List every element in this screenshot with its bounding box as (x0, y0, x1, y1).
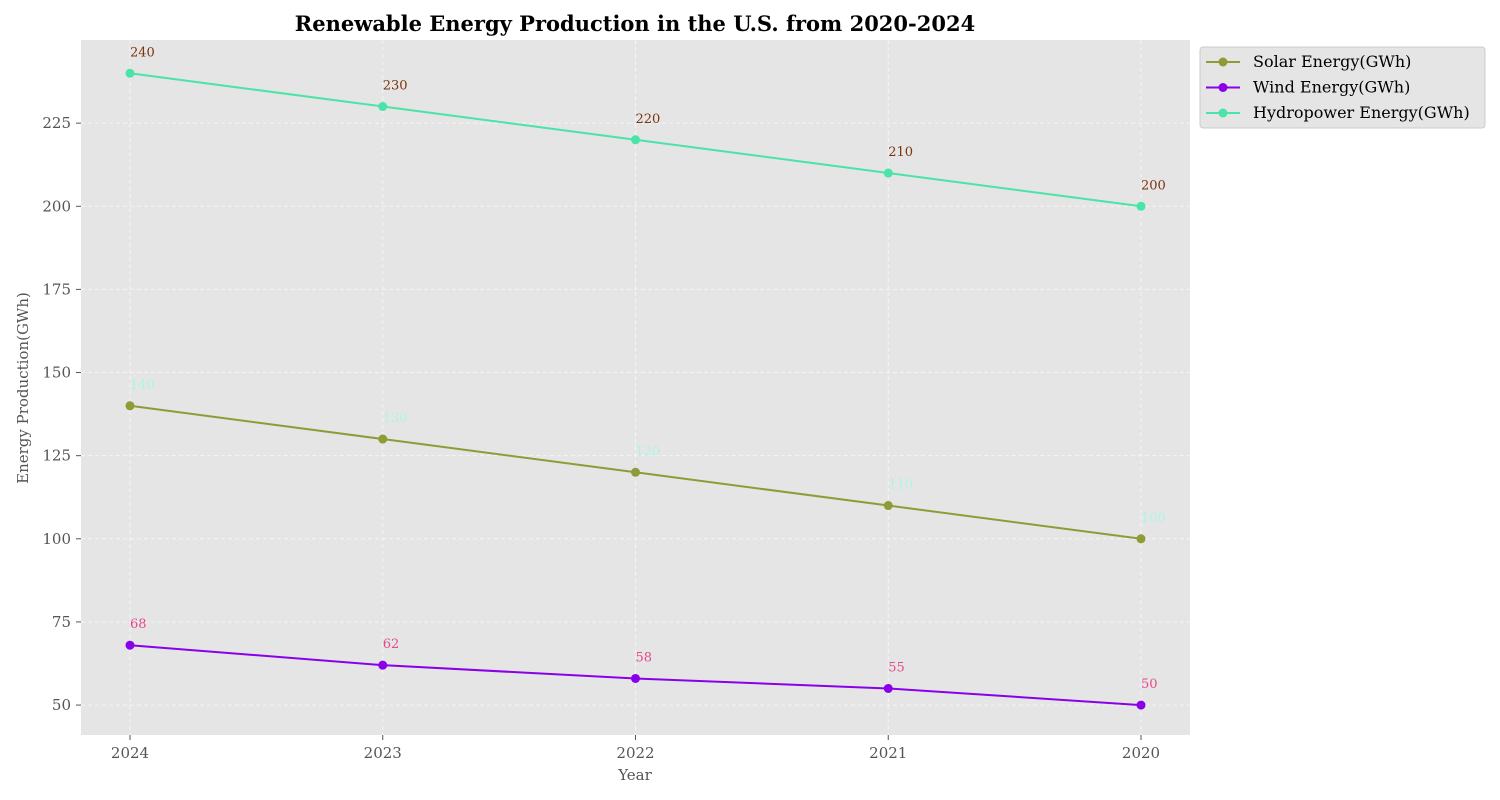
y-tick-label: 125 (42, 447, 71, 465)
data-point (378, 660, 388, 670)
data-label: 62 (383, 637, 400, 652)
data-point (1136, 700, 1146, 710)
legend-label: Solar Energy(GWh) (1253, 52, 1411, 71)
data-label: 50 (1141, 677, 1158, 692)
x-axis-title: Year (617, 766, 652, 784)
y-tick-label: 225 (42, 114, 71, 132)
x-tick-label: 2023 (364, 744, 402, 762)
y-tick-label: 100 (42, 530, 71, 548)
data-point (125, 68, 135, 78)
grid (81, 40, 1190, 735)
axes: 50 75 100 125 150 175 200 225 2024 2023 2022 2021 20… (42, 114, 1160, 762)
y-tick-label: 50 (52, 696, 71, 714)
y-tick-label: 175 (42, 280, 71, 298)
data-label: 110 (888, 478, 913, 493)
y-tick-label: 150 (42, 364, 71, 382)
data-label: 120 (636, 444, 661, 459)
data-label: 240 (130, 45, 155, 60)
legend-marker (1218, 108, 1228, 118)
chart-title: Renewable Energy Production in the U.S. … (295, 11, 975, 36)
data-label: 140 (130, 378, 155, 393)
y-tick-label: 75 (52, 613, 71, 631)
legend-box (1199, 46, 1486, 129)
data-point (1136, 201, 1146, 211)
data-label: 220 (636, 112, 661, 127)
data-point (125, 401, 135, 411)
series (125, 68, 1146, 710)
data-point (1136, 534, 1146, 544)
data-label: 55 (888, 660, 905, 675)
data-label: 58 (636, 650, 653, 665)
data-label: 210 (888, 145, 913, 160)
data-label: 100 (1141, 511, 1166, 526)
x-tick-label: 2022 (616, 744, 654, 762)
data-label: 200 (1141, 178, 1166, 193)
data-point (125, 640, 135, 650)
legend: Solar Energy(GWh) Wind Energy(GWh) Hydropo… (1199, 46, 1486, 129)
legend-marker (1218, 57, 1228, 67)
x-tick-label: 2024 (111, 744, 149, 762)
data-label: 230 (383, 79, 408, 94)
data-point (631, 135, 640, 145)
data-point (378, 102, 388, 112)
data-label: 68 (130, 617, 147, 632)
data-labels: 140 130 120 110 100 68 62 58 55 50 240 230 220 210 200 (130, 45, 1166, 692)
legend-label: Wind Energy(GWh) (1253, 78, 1410, 97)
legend-marker (1218, 83, 1228, 92)
data-point (378, 434, 388, 444)
y-tick-label: 200 (42, 197, 71, 215)
x-tick-label: 2021 (869, 744, 907, 762)
data-point (631, 673, 640, 683)
data-point (883, 683, 893, 693)
x-tick-label: 2020 (1122, 744, 1160, 762)
y-axis-title: Energy Production(GWh) (14, 292, 32, 484)
data-point (883, 168, 893, 178)
legend-label: Hydropower Energy(GWh) (1253, 103, 1470, 122)
data-point (883, 501, 893, 511)
data-label: 130 (383, 411, 408, 426)
data-point (631, 467, 640, 477)
